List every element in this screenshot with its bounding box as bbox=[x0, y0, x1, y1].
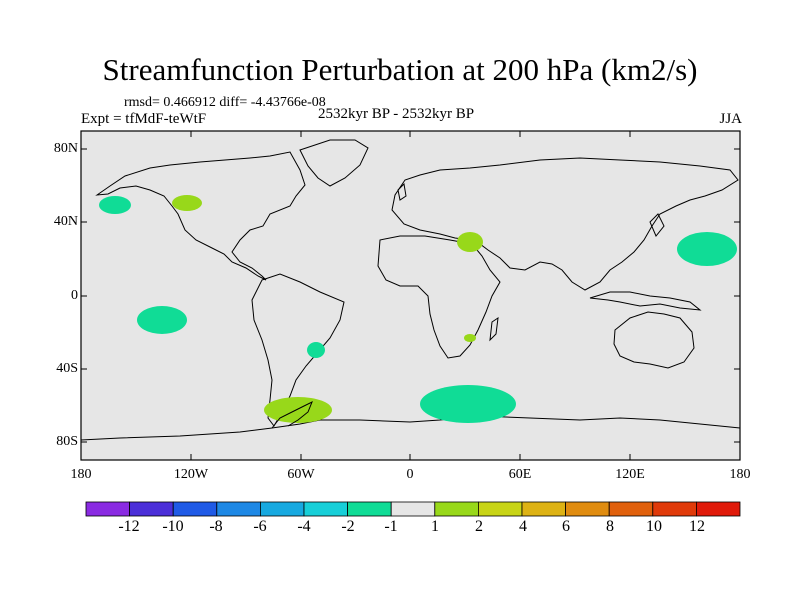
colorbar-box bbox=[259, 501, 305, 517]
colorbar-box bbox=[129, 501, 174, 517]
lat-label-40s: 40S bbox=[56, 361, 78, 376]
greenland-coast bbox=[299, 139, 369, 187]
lon-label-120e: 120E bbox=[615, 467, 645, 482]
lon-label-60w: 60W bbox=[287, 467, 315, 482]
ocean-background bbox=[81, 131, 740, 460]
colorbar-label: 6 bbox=[562, 518, 570, 535]
lon-ticks bbox=[190, 131, 631, 460]
neg-anomaly-south-atlantic bbox=[307, 342, 325, 358]
pos-anomaly-middle-east bbox=[457, 232, 483, 252]
lon-label-120w: 120W bbox=[173, 467, 209, 482]
colorbar bbox=[85, 501, 741, 517]
colorbar-box bbox=[172, 501, 218, 517]
uk-coast bbox=[397, 182, 407, 201]
colorbar-box bbox=[216, 501, 261, 517]
season-label: JJA bbox=[719, 111, 742, 127]
north-america-coast bbox=[95, 151, 306, 281]
colorbar-box bbox=[434, 501, 479, 517]
madagascar-coast bbox=[489, 316, 499, 342]
colorbar-box bbox=[390, 501, 436, 517]
colorbar-box bbox=[608, 501, 654, 517]
colorbar-label: -10 bbox=[162, 518, 184, 535]
neg-anomaly-southern-ocean bbox=[420, 385, 516, 423]
colorbar-label: -8 bbox=[209, 518, 223, 535]
lat-label-0: 0 bbox=[71, 288, 78, 303]
colorbar-box bbox=[521, 501, 566, 517]
stats-text: rmsd= 0.466912 diff= -4.43766e-08 bbox=[124, 95, 326, 110]
south-america-coast bbox=[251, 273, 345, 427]
colorbar-label: 8 bbox=[606, 518, 614, 535]
colorbar-label: -12 bbox=[118, 518, 140, 535]
colorbar-box bbox=[652, 501, 697, 517]
colorbar-label: -1 bbox=[384, 518, 398, 535]
colorbar-label: 1 bbox=[431, 518, 439, 535]
plot-title: Streamfunction Perturbation at 200 hPa (… bbox=[102, 52, 698, 87]
colorbar-box bbox=[565, 501, 610, 517]
pos-anomaly-drake-passage bbox=[264, 397, 332, 423]
experiment-label: Expt = tfMdF-teWtF bbox=[81, 111, 207, 127]
lat-ticks bbox=[81, 148, 740, 443]
japan-coast bbox=[649, 213, 665, 237]
lon-label-180w: 180 bbox=[70, 467, 92, 482]
colorbar-label: 10 bbox=[646, 518, 662, 535]
antarctic-peninsula-coast bbox=[271, 400, 313, 429]
neg-anomaly-west-pacific bbox=[677, 232, 737, 266]
indonesia-coast bbox=[589, 291, 702, 311]
neg-anomaly-south-pacific bbox=[137, 306, 187, 334]
eurasia-coast bbox=[391, 157, 739, 291]
colorbar-label: -6 bbox=[253, 518, 267, 535]
pos-anomaly-west-north-america bbox=[172, 195, 202, 211]
lat-label-80n: 80N bbox=[53, 141, 78, 156]
colorbar-label: -4 bbox=[297, 518, 311, 535]
lat-label-80s: 80S bbox=[56, 434, 78, 449]
colorbar-box bbox=[85, 501, 130, 517]
colorbar-label: -2 bbox=[341, 518, 355, 535]
colorbar-box bbox=[303, 501, 348, 517]
anomaly-blobs bbox=[99, 195, 737, 423]
colorbar-box bbox=[696, 501, 741, 517]
time-range-label: 2532kyr BP - 2532kyr BP bbox=[318, 106, 475, 122]
australia-coast bbox=[613, 311, 695, 369]
lon-label-0: 0 bbox=[406, 467, 414, 482]
neg-anomaly-north-pacific bbox=[99, 196, 131, 214]
lon-label-180e: 180 bbox=[729, 467, 751, 482]
colorbar-label: 4 bbox=[519, 518, 527, 535]
lon-label-60e: 60E bbox=[508, 467, 532, 482]
colorbar-box bbox=[477, 501, 523, 517]
lat-label-40n: 40N bbox=[53, 214, 78, 229]
colorbar-label: 2 bbox=[475, 518, 483, 535]
colorbar-label: 12 bbox=[689, 518, 705, 535]
colorbar-box bbox=[347, 501, 392, 517]
antarctica-coast bbox=[80, 415, 741, 441]
pos-anomaly-southern-africa bbox=[464, 334, 476, 342]
